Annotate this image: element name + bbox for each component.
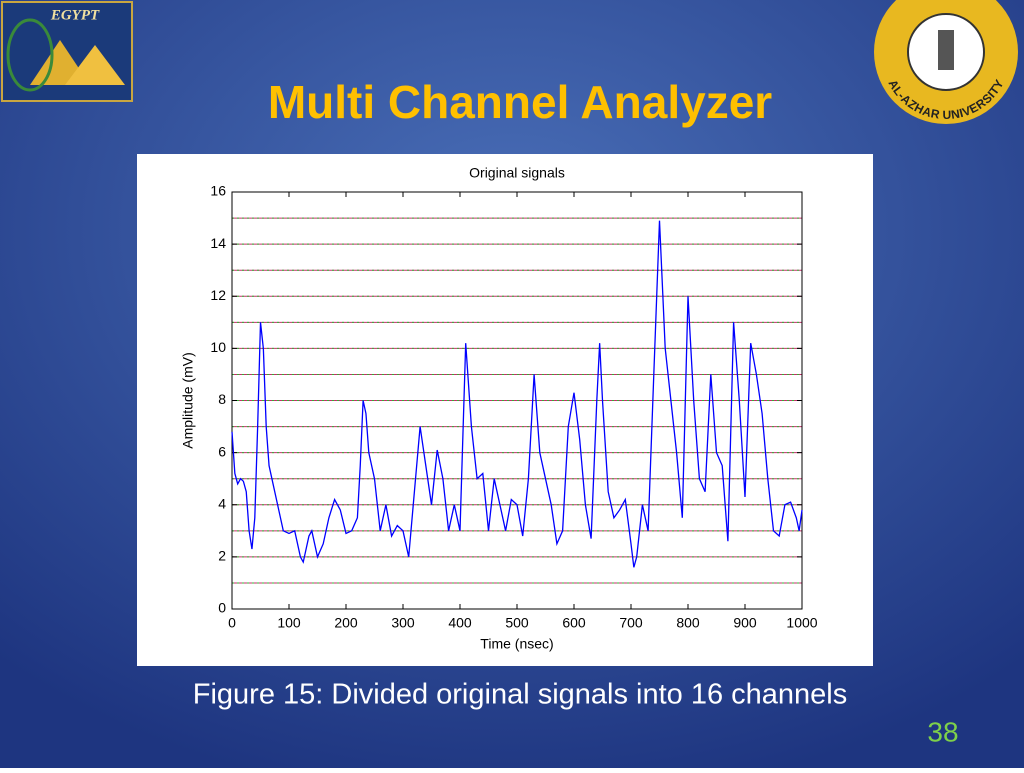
y-tick-label: 8 xyxy=(218,391,226,407)
x-tick-label: 800 xyxy=(676,615,700,631)
chart: Original signals Time (nsec) Amplitude (mV… xyxy=(180,165,818,652)
y-tick-label: 16 xyxy=(210,183,226,199)
y-tick-label: 0 xyxy=(218,600,226,616)
x-tick-label: 0 xyxy=(228,615,236,631)
logo-left: EGYPT xyxy=(1,1,133,102)
y-tick-label: 14 xyxy=(210,235,226,251)
x-axis-label: Time (nsec) xyxy=(480,636,553,652)
slide-title: Multi Channel Analyzer xyxy=(268,76,772,128)
y-axis-label: Amplitude (mV) xyxy=(180,352,196,448)
y-tick-label: 4 xyxy=(218,495,226,511)
caption: Figure 15: Divided original signals into… xyxy=(193,679,848,711)
x-tick-label: 100 xyxy=(277,615,301,631)
x-tick-label: 1000 xyxy=(786,615,817,631)
x-tick-label: 300 xyxy=(391,615,415,631)
chart-panel xyxy=(137,154,873,666)
x-tick-label: 900 xyxy=(733,615,757,631)
logo-text: EGYPT xyxy=(50,7,100,23)
signal-line xyxy=(231,220,803,568)
x-tick-label: 200 xyxy=(334,615,358,631)
y-tick-label: 2 xyxy=(218,548,226,564)
y-tick-label: 12 xyxy=(210,287,226,303)
y-tick-label: 6 xyxy=(218,443,226,459)
x-tick-label: 600 xyxy=(562,615,586,631)
y-tick-label: 10 xyxy=(210,339,226,355)
x-tick-label: 700 xyxy=(619,615,643,631)
logo-right: AL-AZHAR UNIVERSITY xyxy=(874,0,1018,124)
chart-title: Original signals xyxy=(469,165,565,181)
page-number: 38 xyxy=(927,716,958,747)
x-tick-label: 500 xyxy=(505,615,529,631)
x-tick-label: 400 xyxy=(448,615,472,631)
